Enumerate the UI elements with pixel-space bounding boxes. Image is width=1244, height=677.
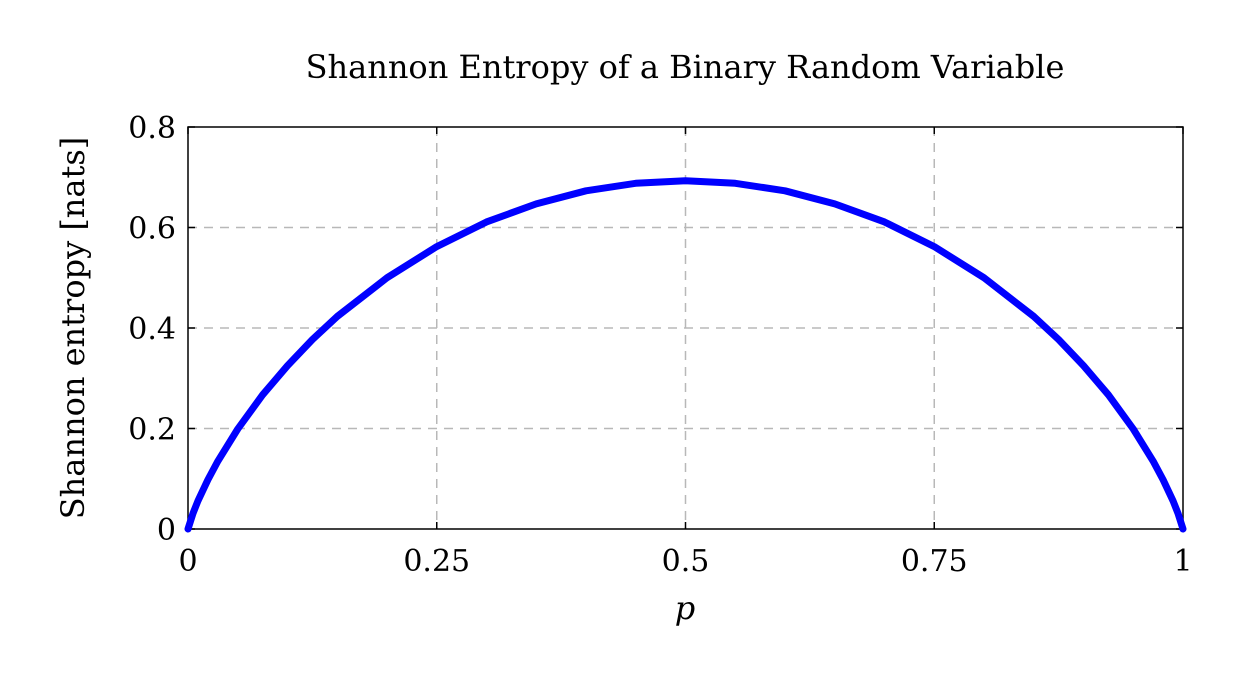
x-tick-label: 1: [1173, 544, 1192, 579]
x-axis-label: p: [675, 589, 695, 627]
y-axis-label: Shannon entropy [nats]: [54, 137, 92, 520]
y-tick-label: 0: [157, 513, 176, 548]
y-tick-label: 0.8: [128, 111, 176, 146]
y-tick-label: 0.2: [128, 413, 176, 448]
grid: [188, 127, 1183, 529]
x-tick-label: 0.75: [901, 544, 968, 579]
x-tick-label: 0: [178, 544, 197, 579]
tick-labels: 0 0.25 0.5 0.75 1 0 0.2 0.4 0.6 0.8: [128, 111, 1192, 579]
x-tick-label: 0.25: [403, 544, 470, 579]
x-tick-label: 0.5: [662, 544, 710, 579]
chart-title: Shannon Entropy of a Binary Random Varia…: [306, 48, 1065, 86]
series-line-entropy: [184, 177, 1187, 533]
y-tick-label: 0.6: [128, 212, 176, 247]
series-group: [184, 177, 1187, 533]
y-tick-label: 0.4: [128, 312, 176, 347]
